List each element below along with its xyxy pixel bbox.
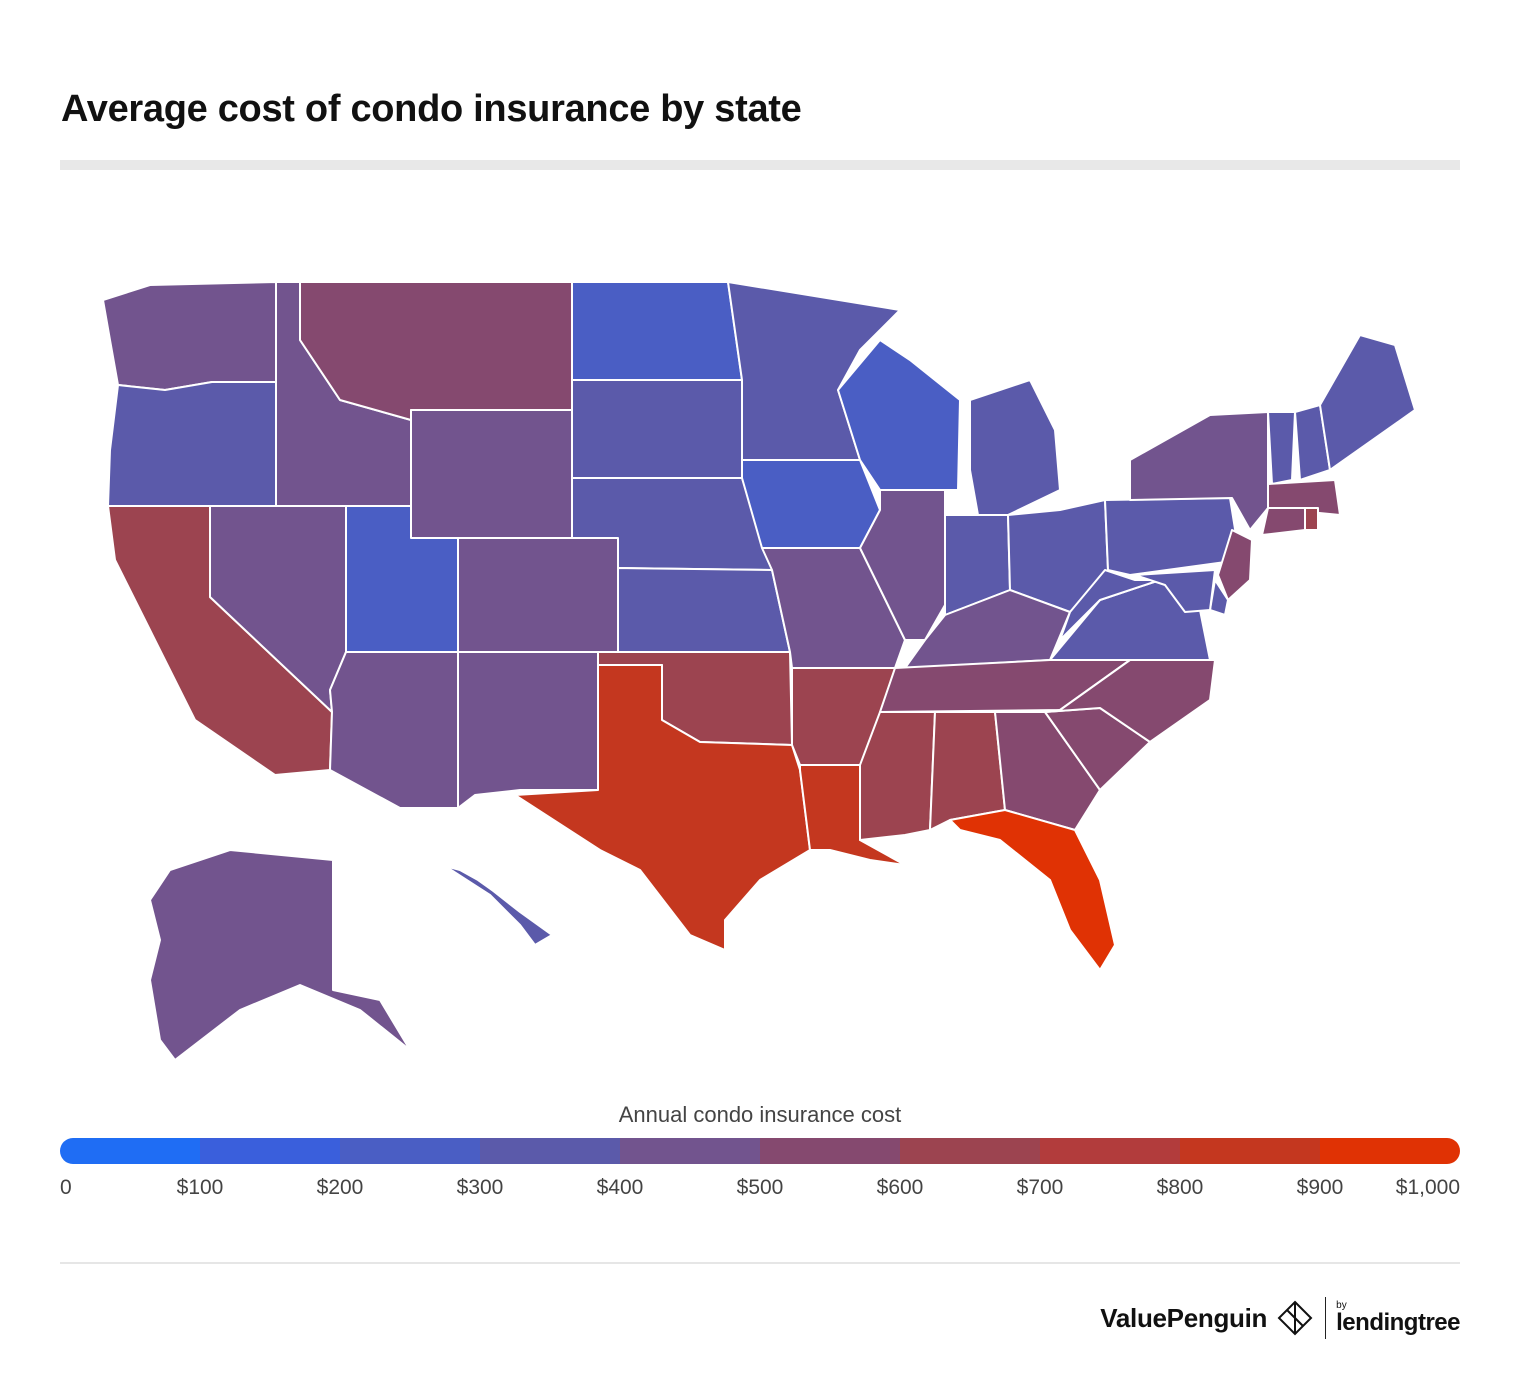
legend-swatch: [340, 1138, 480, 1164]
legend-swatch: [1040, 1138, 1180, 1164]
state-ct: [1261, 507, 1306, 536]
state-nj: [1217, 529, 1253, 601]
legend-tick-label: $900: [1296, 1176, 1344, 1199]
legend-tick-label: $1,000: [1395, 1176, 1460, 1199]
state-co: [457, 537, 619, 653]
legend-tick-label: $300: [456, 1176, 504, 1199]
legend-tick-label: $400: [596, 1176, 644, 1199]
legend-swatch: [60, 1138, 200, 1164]
legend-title: Annual condo insurance cost: [618, 1102, 902, 1127]
legend-tick-label: $200: [316, 1176, 364, 1199]
legend-swatch: [1320, 1138, 1460, 1164]
legend-swatch: [900, 1138, 1040, 1164]
state-mt: [299, 281, 573, 421]
footer-divider: [60, 1262, 1460, 1264]
penguin-logo-icon: [1277, 1300, 1313, 1336]
brand-footer: ValuePenguin by lendingtree: [1100, 1290, 1460, 1346]
state-tx: [514, 664, 811, 951]
state-ks: [617, 567, 791, 653]
state-ma: [1267, 479, 1341, 516]
state-nd: [571, 281, 743, 381]
valuepenguin-logo-text: ValuePenguin: [1100, 1302, 1268, 1333]
state-ga: [994, 711, 1101, 831]
state-ny: [1129, 411, 1269, 531]
state-pa: [1104, 497, 1241, 576]
legend-swatch: [760, 1138, 900, 1164]
state-hi: [444, 865, 553, 946]
by-label: by: [1336, 1300, 1347, 1311]
state-az: [329, 651, 459, 809]
legend-ticks: 0 $100 $200 $300 $400 $500 $600 $700 $800 $900 $1,…: [0, 1176, 1520, 1206]
state-ia: [741, 459, 881, 549]
brand-separator: [1325, 1297, 1327, 1339]
legend-swatch: [200, 1138, 340, 1164]
state-wy: [410, 409, 573, 539]
state-or: [107, 381, 277, 507]
title-divider: [60, 160, 1460, 170]
state-fl: [949, 809, 1116, 971]
state-me: [1319, 334, 1416, 471]
state-ak: [149, 849, 411, 1061]
state-md: [1134, 569, 1216, 613]
state-wi: [837, 339, 961, 491]
state-wa: [102, 281, 277, 391]
legend-tick-label: $800: [1156, 1176, 1204, 1199]
legend-swatch: [620, 1138, 760, 1164]
state-nm: [457, 651, 599, 809]
legend-color-scale: [60, 1138, 1460, 1164]
legend-tick-label: $500: [736, 1176, 784, 1199]
legend-tick-label: $700: [1016, 1176, 1064, 1199]
legend-tick-label: $100: [176, 1176, 224, 1199]
page-title: Average cost of condo insurance by state: [61, 88, 802, 130]
state-mi: [969, 379, 1061, 516]
state-vt: [1267, 411, 1296, 485]
state-ri: [1304, 507, 1319, 531]
legend-tick-label: 0: [60, 1176, 72, 1199]
state-il: [859, 489, 946, 641]
legend-tick-label: $600: [876, 1176, 924, 1199]
lendingtree-logo: by lendingtree: [1336, 1301, 1460, 1335]
lendingtree-logo-text: lendingtree: [1336, 1309, 1460, 1336]
legend-swatch: [480, 1138, 620, 1164]
state-sd: [571, 379, 743, 479]
legend-swatch: [1180, 1138, 1320, 1164]
